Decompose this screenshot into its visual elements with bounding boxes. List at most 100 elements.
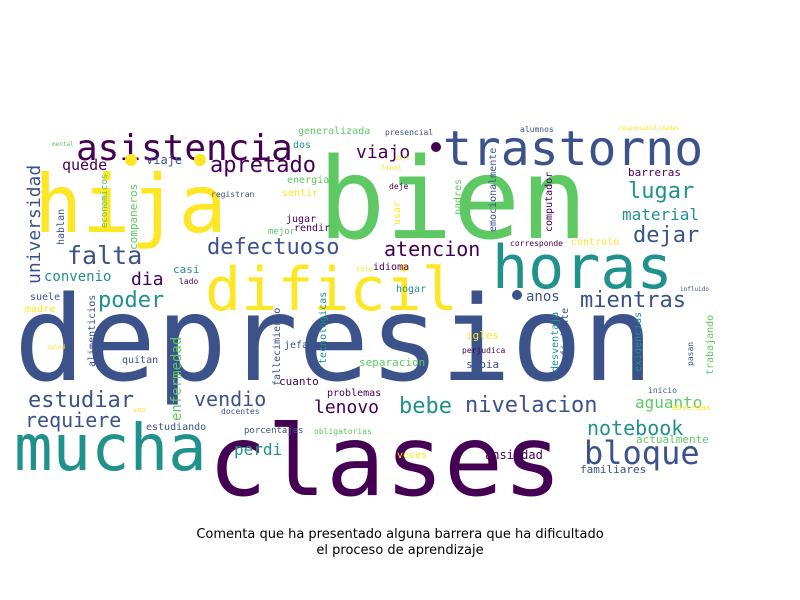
word-dijo: dijo xyxy=(395,155,410,162)
word-mientras: mientras xyxy=(580,288,686,313)
word-casi: casi xyxy=(173,263,200,276)
word-alimenticios: alimenticios xyxy=(87,295,98,367)
word-padres: padres xyxy=(453,179,464,215)
word-porcentajes: porcentajes xyxy=(244,426,304,436)
word-actualmente: actualmente xyxy=(636,433,709,446)
word-material: material xyxy=(622,205,699,224)
word-enfermedad: enfermedad xyxy=(169,337,185,421)
word-pasan: pasan xyxy=(686,342,695,366)
word-final: final xyxy=(381,164,402,172)
word-usar: usar xyxy=(392,201,403,225)
word-tecnologicas: tecnologicas xyxy=(318,292,329,364)
word-energia: energia xyxy=(287,175,329,186)
word-poder: poder xyxy=(98,288,164,313)
word-hogar: hogar xyxy=(396,284,426,295)
word-quitan: quitan xyxy=(122,355,158,366)
word-suele: suele xyxy=(30,292,60,303)
word-horas: horas xyxy=(492,233,673,303)
word-generalizada: generalizada xyxy=(298,126,370,137)
word-aguanto: aguanto xyxy=(635,393,702,412)
word-mental: mental xyxy=(52,141,74,148)
word-perdi: perdi xyxy=(234,440,282,459)
word-lado: lado xyxy=(179,277,198,286)
cloud-dot-4 xyxy=(512,290,522,300)
word-inicio: inicio xyxy=(648,386,677,395)
word-universidad: universidad xyxy=(24,165,45,284)
cloud-dot-1 xyxy=(431,142,441,152)
word-quede: quede xyxy=(62,156,107,174)
word-bebe: bebe xyxy=(399,394,452,419)
word-ansiedad: ansiedad xyxy=(485,448,543,462)
word-registran: registran xyxy=(211,190,255,199)
word-mejor: mejor xyxy=(268,227,296,237)
word-presencial: presencial xyxy=(385,128,433,137)
word-clases: clases xyxy=(208,405,562,519)
word-emocionalmente: emocionalmente xyxy=(488,148,499,232)
word-apretado: apretado xyxy=(210,153,316,178)
word-exigencias: exigencias xyxy=(633,312,644,372)
word-influido: influido xyxy=(680,286,709,293)
word-separacion: separacion xyxy=(359,356,425,369)
word-jugar: jugar xyxy=(286,214,316,225)
word-viajo: viajo xyxy=(356,142,410,163)
word-trabajando: trabajando xyxy=(705,315,716,375)
word-trastorno: trastorno xyxy=(443,121,703,177)
word-solo: solo xyxy=(356,265,373,273)
cloud-dot-3 xyxy=(194,154,206,166)
word-hija: hija xyxy=(34,158,227,251)
word-hablan: hablan xyxy=(56,209,67,245)
word-veo: veo xyxy=(133,406,146,414)
word-deje: deje xyxy=(389,182,408,191)
word-companeros: companeros xyxy=(127,184,140,250)
word-obligatorias: obligatorias xyxy=(314,427,372,436)
word-perjudica: perjudica xyxy=(462,346,506,355)
word-problemas: problemas xyxy=(327,388,381,399)
word-convenio: convenio xyxy=(44,269,111,285)
word-cuanto: cuanto xyxy=(279,375,319,388)
word-mucha: mucha xyxy=(14,412,207,486)
word-rendir: rendir xyxy=(294,223,330,234)
word-salud: salud xyxy=(47,344,65,351)
word-falta: falta xyxy=(67,241,142,270)
word-requiere: requiere xyxy=(25,408,121,432)
word-estudiar: estudiar xyxy=(28,388,134,413)
word-igles: igles xyxy=(466,329,499,342)
word-dos: dos xyxy=(293,140,311,151)
word-docentes: docentes xyxy=(221,407,260,416)
word-lenovo: lenovo xyxy=(314,397,379,418)
word-sabia: sabia xyxy=(466,358,499,371)
word-dejar: dejar xyxy=(633,223,699,248)
caption: Comenta que ha presentado alguna barrera… xyxy=(0,527,800,559)
word-sentir: sentir xyxy=(282,188,318,199)
word-responsabilidades: responsabilidades xyxy=(618,125,680,132)
word-nivelacion: nivelacion xyxy=(465,393,597,418)
word-fallecimiento: fallecimiento xyxy=(272,308,283,386)
word-controlo: controlo xyxy=(571,237,619,248)
word-asistencia: asistencia xyxy=(76,128,293,169)
word-madre: madre xyxy=(25,304,55,315)
word-defectuoso: defectuoso xyxy=(207,235,339,260)
word-computador: computador xyxy=(544,172,555,232)
word-idioma: idioma xyxy=(373,262,409,273)
word-atencion: atencion xyxy=(384,237,480,261)
word-jefa: jefa xyxy=(284,340,308,351)
word-economicos: economicos xyxy=(100,174,110,228)
word-anos: anos xyxy=(526,289,560,305)
word-dificil: dificil xyxy=(205,255,458,325)
word-absurdas: absurdas xyxy=(672,403,711,412)
word-vendio: vendio xyxy=(194,387,266,411)
word-estudiando: estudiando xyxy=(146,422,206,433)
word-barreras: barreras xyxy=(628,166,681,179)
word-depresion: depresion xyxy=(14,270,653,408)
word-viaje: viaje xyxy=(146,153,182,167)
cloud-dot-2 xyxy=(125,154,137,166)
word-desventaja: desventaja xyxy=(550,312,561,372)
caption-line-1: Comenta que ha presentado alguna barrera… xyxy=(196,527,604,542)
word-alumnos: alumnos xyxy=(520,125,554,134)
word-lugar: lugar xyxy=(628,179,694,204)
word-veces: veces xyxy=(397,450,427,461)
word-dia: dia xyxy=(131,269,164,290)
word-familiares: familiares xyxy=(580,463,646,476)
word-notebook: notebook xyxy=(587,416,683,440)
